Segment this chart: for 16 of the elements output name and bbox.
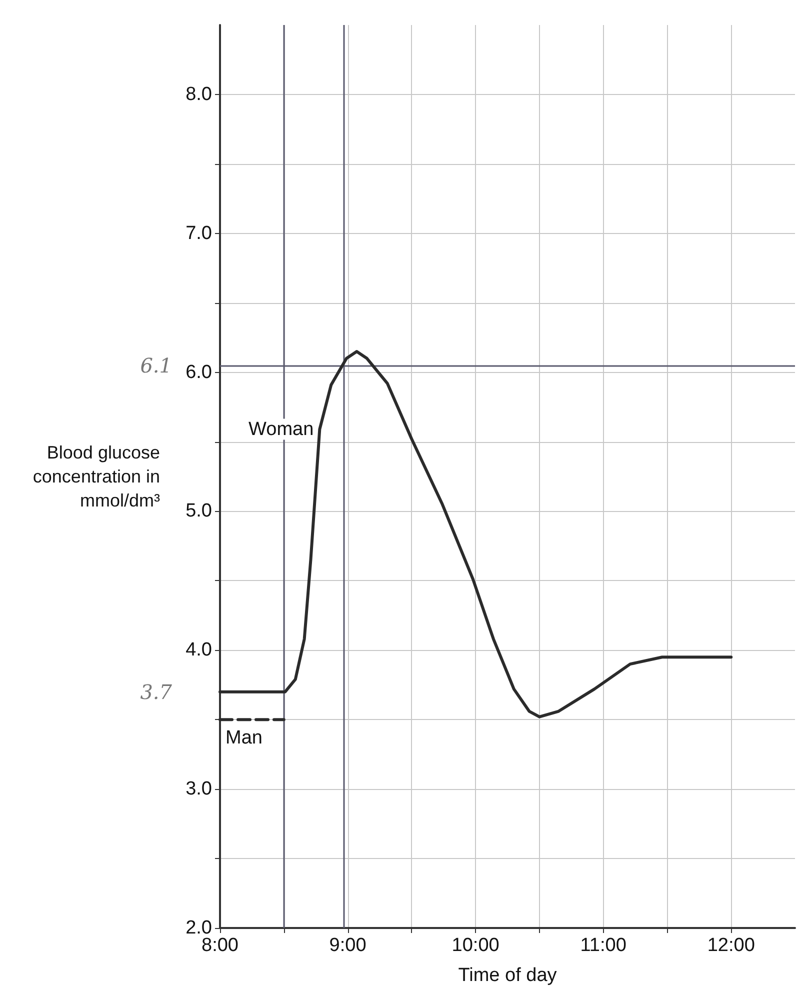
x-tick-label: 9:00 [329,935,366,956]
legend-label: Woman [248,418,314,440]
annotation: 6.1 [140,353,172,378]
series-label: Man [226,728,262,749]
y-tick-label: 3.0 [186,778,212,800]
x-axis-title: Time of day [458,965,558,986]
y-tick-label: 6.0 [186,362,212,383]
x-tick-label: 10:00 [452,935,500,956]
x-tick-label: 11:00 [580,935,626,956]
y-tick-label: 4.0 [186,640,212,661]
y-tick-label: 5.0 [186,500,212,522]
x-tick-label: 12:00 [707,935,755,956]
annotation: 3.7 [140,680,172,704]
y-tick-label: 8.0 [186,84,212,105]
y-tick-label: 7.0 [186,222,212,244]
y-axis-title: Blood glucose concentration in mmol/dm³ [32,442,160,510]
